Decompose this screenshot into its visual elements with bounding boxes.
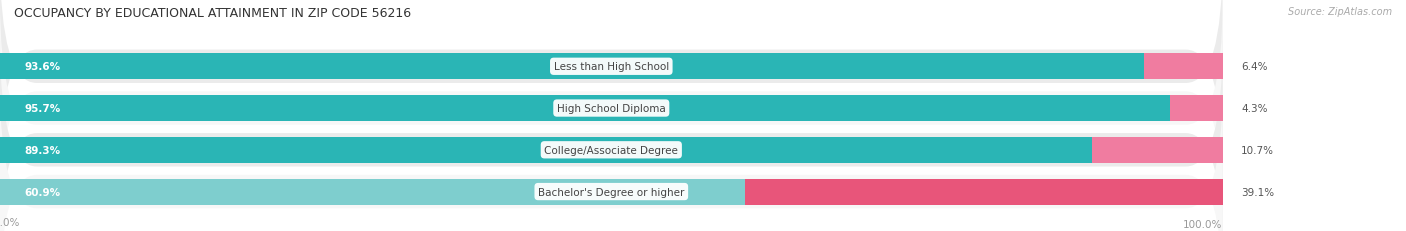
FancyBboxPatch shape: [0, 0, 1223, 175]
FancyBboxPatch shape: [0, 84, 1223, 231]
Bar: [1144, 54, 1223, 80]
Bar: [1092, 137, 1223, 163]
Text: 10.7%: 10.7%: [1241, 145, 1274, 155]
Bar: [0, 96, 1170, 122]
Text: 60.9%: 60.9%: [24, 187, 60, 197]
Text: Source: ZipAtlas.com: Source: ZipAtlas.com: [1288, 7, 1392, 17]
Text: 39.1%: 39.1%: [1241, 187, 1274, 197]
Text: 100.0%: 100.0%: [1184, 219, 1223, 229]
Text: 6.4%: 6.4%: [1241, 62, 1267, 72]
Text: OCCUPANCY BY EDUCATIONAL ATTAINMENT IN ZIP CODE 56216: OCCUPANCY BY EDUCATIONAL ATTAINMENT IN Z…: [14, 7, 411, 20]
Bar: [0, 137, 1092, 163]
Text: College/Associate Degree: College/Associate Degree: [544, 145, 678, 155]
Bar: [0, 54, 1144, 80]
Bar: [0, 179, 745, 205]
Bar: [745, 179, 1223, 205]
Text: High School Diploma: High School Diploma: [557, 103, 665, 114]
Text: 4.3%: 4.3%: [1241, 103, 1267, 114]
Bar: [1170, 96, 1223, 122]
FancyBboxPatch shape: [0, 42, 1223, 231]
Text: 89.3%: 89.3%: [24, 145, 60, 155]
Text: Less than High School: Less than High School: [554, 62, 669, 72]
Text: 95.7%: 95.7%: [24, 103, 60, 114]
FancyBboxPatch shape: [0, 0, 1223, 217]
Text: Bachelor's Degree or higher: Bachelor's Degree or higher: [538, 187, 685, 197]
Text: 93.6%: 93.6%: [24, 62, 60, 72]
